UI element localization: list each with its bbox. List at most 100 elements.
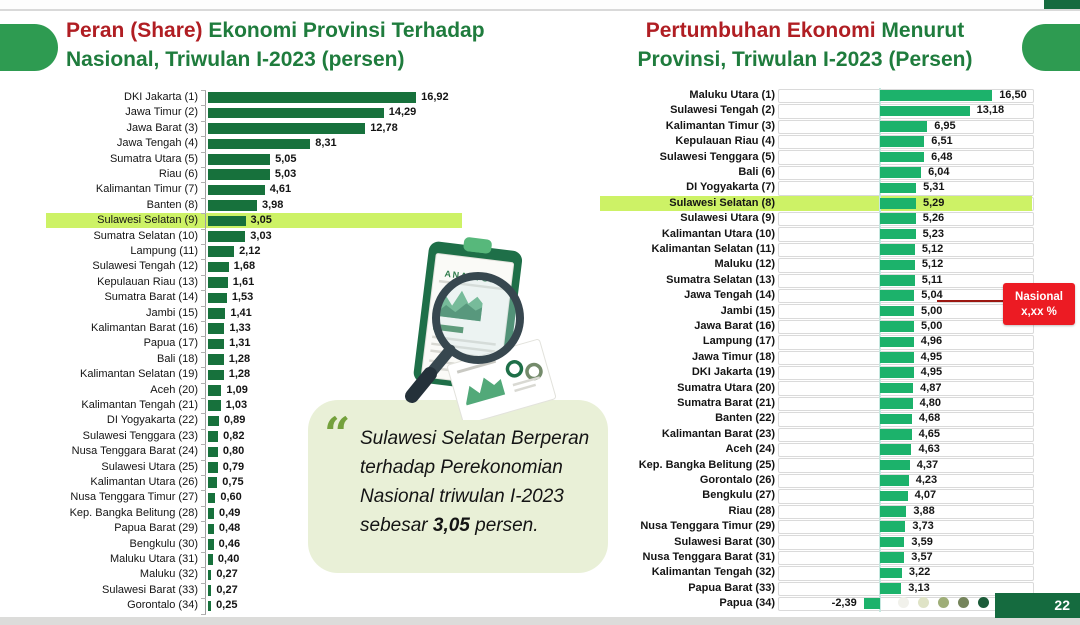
left-title-line2: Nasional, Triwulan I-2023 (persen) <box>66 48 405 71</box>
bar-label: Maluku Utara (31) <box>109 553 198 565</box>
row-band <box>778 581 1034 597</box>
axis-tick <box>201 536 206 538</box>
bar-value: 5,26 <box>922 212 945 225</box>
bar <box>880 413 912 425</box>
axis-tick <box>201 228 206 230</box>
bar-value: 14,29 <box>388 106 417 119</box>
quote-icon: “ <box>324 407 351 461</box>
bar-value: 5,03 <box>274 168 297 180</box>
bar <box>880 121 928 132</box>
bar-label: Kalimantan Selatan (19) <box>79 368 198 381</box>
bar <box>880 198 916 209</box>
bar-label: Gorontalo (34) <box>127 599 198 612</box>
quote-card: “ Sulawesi Selatan Berperan terhadap Per… <box>308 400 608 573</box>
axis-tick <box>201 444 206 446</box>
left-chart: DKI Jakarta (1) 16,92 Jawa Timur (2) 14,29 J… <box>45 90 475 618</box>
bar-value: 3,98 <box>261 198 284 211</box>
bar-value: 0,79 <box>222 460 245 473</box>
axis-tick <box>201 290 206 292</box>
right-chart: Maluku Utara (1) 16,50 Sulawesi Tengah (2)… <box>600 88 1038 616</box>
bar-label: Sulawesi Tenggara (5) <box>659 150 775 163</box>
bar <box>880 567 902 579</box>
bar-label: DI Yogyakarta (7) <box>686 181 775 194</box>
left-title-pill <box>0 24 58 71</box>
bar-label: Nusa Tenggara Timur (29) <box>640 520 775 533</box>
previous-slide-edge <box>0 0 1080 9</box>
axis-tick <box>201 567 206 569</box>
pagination-dot-5 <box>978 597 989 608</box>
bar-value: 3,03 <box>250 229 272 242</box>
bar-value: 2,12 <box>239 245 261 257</box>
bar-label: Kalimantan Tengah (21) <box>81 399 198 411</box>
bar-value: 0,25 <box>216 599 238 612</box>
bar-value: 4,07 <box>914 489 937 502</box>
bar <box>208 554 213 565</box>
bar <box>208 569 212 581</box>
bar <box>880 290 915 301</box>
bar-label: Sulawesi Selatan (8) <box>669 196 775 209</box>
bar-label: Papua (17) <box>143 337 198 350</box>
bar <box>208 446 218 458</box>
bar <box>880 552 905 563</box>
highlight-band <box>46 212 462 229</box>
axis-tick <box>201 213 206 215</box>
bar-value: 3,57 <box>911 551 933 563</box>
bar-label: Kalimantan Timur (7) <box>95 183 198 196</box>
axis-tick <box>201 336 206 338</box>
bar-label: Sulawesi Utara (25) <box>101 460 198 473</box>
bar <box>880 167 922 178</box>
bar-value: 4,61 <box>269 183 292 196</box>
bar-value: 3,88 <box>913 504 935 517</box>
bar-value: 4,63 <box>918 443 940 456</box>
bar-value: 3,59 <box>911 535 933 548</box>
axis-tick <box>201 613 206 615</box>
pagination-dot-3 <box>938 597 949 608</box>
pagination-dot-1 <box>898 597 909 608</box>
bar <box>208 138 311 150</box>
axis-tick <box>201 105 206 107</box>
bar-value: 4,95 <box>920 366 943 379</box>
bar-value: 0,27 <box>216 583 238 596</box>
bar <box>880 136 925 147</box>
bar-value: 5,31 <box>923 181 945 194</box>
bar-label: Sumatra Utara (20) <box>677 381 775 394</box>
bar-label: Aceh (20) <box>150 383 198 396</box>
bar-label: Jawa Timur (2) <box>125 106 198 119</box>
bar <box>208 292 227 304</box>
bar-value: 13,18 <box>976 104 1005 117</box>
bar-label: Papua Barat (29) <box>114 522 198 535</box>
bar-label: Sumatra Utara (5) <box>109 152 198 165</box>
bar-label: Sumatra Barat (21) <box>677 397 775 409</box>
bar-label: Jambi (15) <box>720 304 775 317</box>
bar-value: 0,49 <box>219 506 241 519</box>
axis-tick <box>201 321 206 322</box>
axis-tick <box>201 413 206 415</box>
bar-label: Sulawesi Tenggara (23) <box>82 429 198 442</box>
bar <box>880 275 915 286</box>
bar <box>208 92 417 103</box>
bar-label: Sumatra Selatan (10) <box>93 229 198 242</box>
bar-label: Aceh (24) <box>725 443 775 456</box>
bar-label: Kalimantan Timur (3) <box>665 119 775 132</box>
bar <box>880 444 912 455</box>
bar <box>208 231 246 242</box>
left-chart-title: Peran (Share) Ekonomi Provinsi Terhadap … <box>66 16 485 74</box>
axis-tick <box>201 367 206 369</box>
axis-tick <box>201 90 206 91</box>
bar-value: 0,27 <box>216 568 238 581</box>
bar-label: Jambi (15) <box>146 306 198 319</box>
bar-value: 0,80 <box>222 445 245 458</box>
bar <box>880 213 916 224</box>
bar <box>208 154 271 165</box>
bar <box>880 506 907 517</box>
axis-tick <box>201 490 206 492</box>
axis-tick <box>201 598 206 600</box>
bar <box>880 244 915 255</box>
bar <box>208 369 224 381</box>
axis-tick <box>201 552 206 553</box>
bar-value: 4,37 <box>916 458 939 471</box>
bar <box>880 90 993 101</box>
bar <box>880 352 914 363</box>
bar-value: 3,22 <box>908 566 931 579</box>
